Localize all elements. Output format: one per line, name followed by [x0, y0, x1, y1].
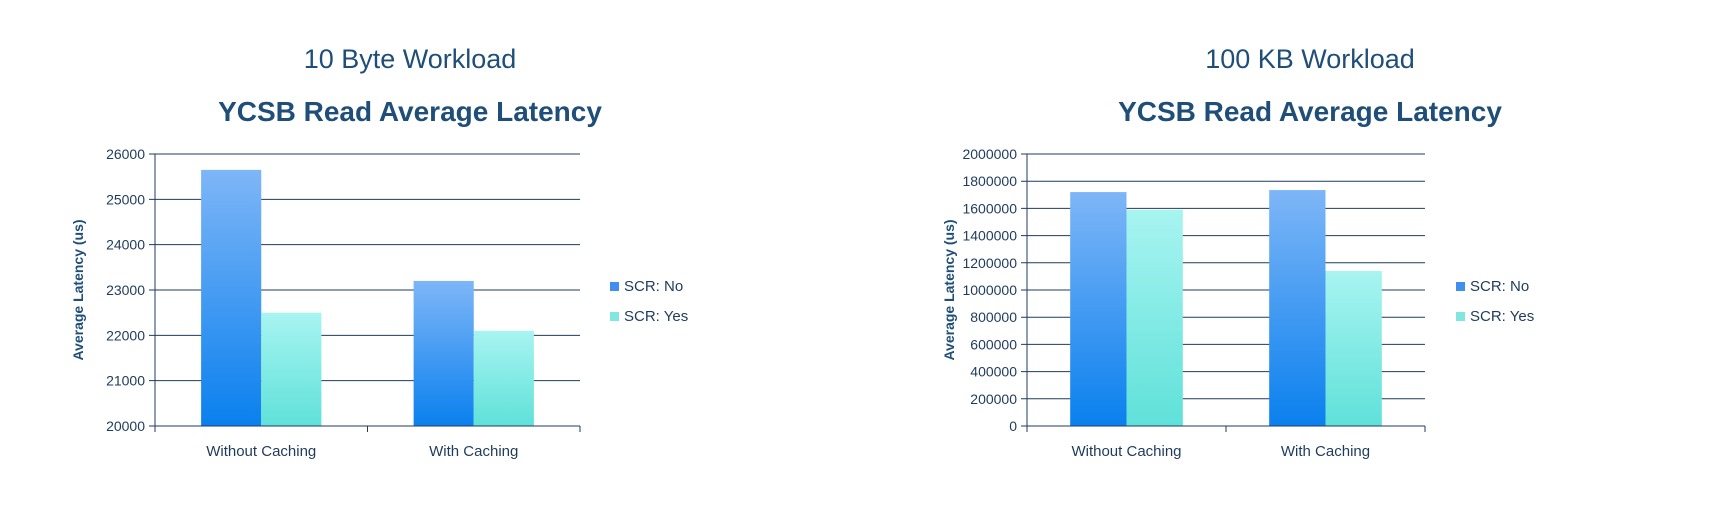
y-tick-label: 1200000: [962, 255, 1017, 271]
legend: SCR: No SCR: Yes: [1456, 271, 1534, 331]
y-tick-label: 26000: [106, 146, 145, 162]
legend-item-scr-no: SCR: No: [1456, 271, 1534, 301]
legend-item-scr-yes: SCR: Yes: [610, 301, 688, 331]
legend-item-scr-yes: SCR: Yes: [1456, 301, 1534, 331]
y-tick-label: 800000: [970, 309, 1017, 325]
bar-scr-no-without-caching: [1070, 192, 1127, 426]
bar-scr-no-with-caching: [413, 280, 474, 426]
bar-scr-no-without-caching: [201, 169, 262, 426]
chart-subtitle: 100 KB Workload: [1205, 44, 1415, 74]
bar-chart-10-byte: 20000 21000 22000 23000 24000 25000 26000 Avera…: [70, 146, 581, 460]
x-tick-label: With Caching: [1281, 443, 1370, 460]
chart-title: YCSB Read Average Latency: [218, 96, 602, 127]
x-tick-label: With Caching: [429, 443, 518, 460]
bar-scr-yes-without-caching: [1126, 209, 1183, 426]
legend: SCR: No SCR: Yes: [610, 271, 688, 331]
legend-swatch-scr-yes: [610, 311, 619, 321]
bar-scr-yes-with-caching: [473, 330, 534, 426]
legend-label-scr-yes: SCR: Yes: [1470, 307, 1535, 325]
chart-subtitle: 10 Byte Workload: [303, 44, 517, 74]
chart-title: YCSB Read Average Latency: [1118, 96, 1502, 127]
y-tick-label: 21000: [106, 373, 145, 389]
y-tick-label: 24000: [106, 237, 145, 253]
y-tick-label: 1000000: [962, 282, 1017, 298]
bar-scr-yes-without-caching: [261, 312, 322, 426]
y-tick-label: 22000: [106, 327, 145, 343]
y-tick-label: 1400000: [962, 228, 1017, 244]
y-axis-label: Average Latency (us): [941, 219, 957, 360]
y-tick-label: 25000: [106, 191, 145, 207]
chart-panel-100-kb: 100 KB Workload YCSB Read Average Latenc…: [930, 0, 1711, 527]
legend-swatch-scr-no: [1456, 281, 1465, 291]
y-tick-label: 600000: [970, 336, 1017, 352]
chart-panel-10-byte: 10 Byte Workload YCSB Read Average Laten…: [0, 0, 830, 527]
y-tick-label: 23000: [106, 282, 145, 298]
y-tick-label: 0: [1009, 418, 1017, 434]
legend-swatch-scr-no: [610, 281, 619, 291]
legend-label-scr-no: SCR: No: [624, 277, 684, 295]
legend-label-scr-yes: SCR: Yes: [624, 307, 689, 325]
legend-label-scr-no: SCR: No: [1470, 277, 1530, 295]
bar-chart-100-kb: 0 200000 400000 600000 800000 1000000 1200000 1…: [941, 146, 1426, 460]
y-tick-label: 2000000: [962, 146, 1017, 162]
bar-scr-no-with-caching: [1269, 190, 1326, 426]
x-tick-label: Without Caching: [206, 443, 316, 460]
y-tick-label: 200000: [970, 391, 1017, 407]
y-tick-label: 400000: [970, 364, 1017, 380]
y-tick-label: 20000: [106, 418, 145, 434]
x-tick-label: Without Caching: [1071, 443, 1181, 460]
bar-scr-yes-with-caching: [1325, 270, 1382, 426]
legend-item-scr-no: SCR: No: [610, 271, 688, 301]
y-tick-label: 1800000: [962, 173, 1017, 189]
legend-swatch-scr-yes: [1456, 311, 1465, 321]
y-axis-label: Average Latency (us): [70, 219, 86, 360]
y-tick-label: 1600000: [962, 200, 1017, 216]
